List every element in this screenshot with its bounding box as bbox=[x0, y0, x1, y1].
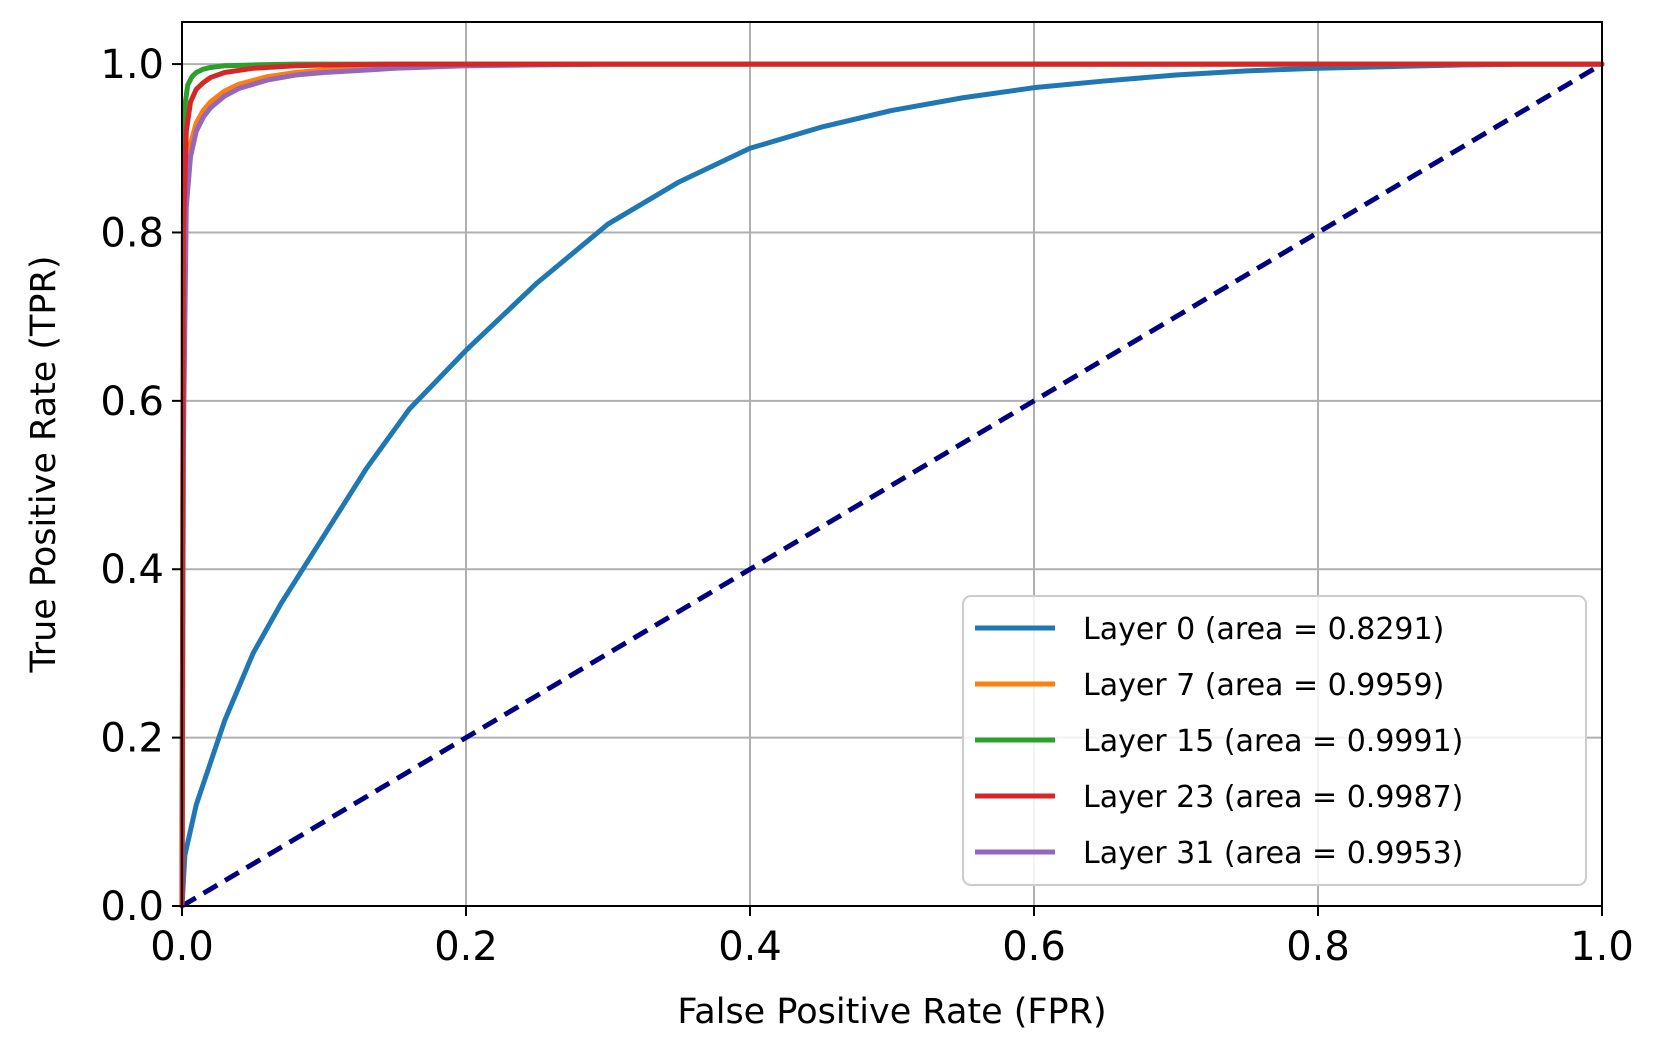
plot-area-frame bbox=[181, 21, 1603, 907]
x-axis-label: False Positive Rate (FPR) bbox=[677, 992, 1106, 1032]
legend-label: Layer 7 (area = 0.9959) bbox=[1083, 668, 1444, 703]
diagonal-reference-line bbox=[180, 61, 1604, 909]
y-tick-label: 0.2 bbox=[100, 716, 164, 762]
y-axis-label: True Positive Rate (TPR) bbox=[24, 255, 64, 673]
legend-label: Layer 15 (area = 0.9991) bbox=[1083, 724, 1463, 759]
x-tick-label: 0.0 bbox=[150, 924, 214, 970]
legend: Layer 0 (area = 0.8291) Layer 7 (area = 0… bbox=[962, 595, 1587, 886]
series-line-0 bbox=[179, 61, 1605, 909]
x-tick-label: 0.2 bbox=[434, 924, 498, 970]
legend-label: Layer 0 (area = 0.8291) bbox=[1083, 612, 1444, 647]
y-tick-label: 0.0 bbox=[100, 884, 164, 930]
x-tick-label: 0.4 bbox=[718, 924, 782, 970]
y-tick-label: 0.8 bbox=[100, 210, 164, 256]
legend-box bbox=[962, 595, 1587, 886]
y-tick-label: 0.6 bbox=[100, 379, 164, 425]
y-tick-label: 1.0 bbox=[100, 42, 164, 88]
legend-label: Layer 23 (area = 0.9987) bbox=[1083, 780, 1463, 815]
legend-label: Layer 31 (area = 0.9953) bbox=[1083, 836, 1463, 871]
axis-ticks: 0.0 0.2 0.4 0.6 0.8 1.0 0.0 0.2 0.4 0.6 0.8 1.0 bbox=[100, 42, 1633, 970]
x-tick-label: 0.6 bbox=[1002, 924, 1066, 970]
x-tick-label: 1.0 bbox=[1570, 924, 1634, 970]
y-tick-label: 0.4 bbox=[100, 547, 164, 593]
series-line-3 bbox=[179, 61, 1605, 909]
series-lines bbox=[179, 61, 1605, 909]
x-tick-label: 0.8 bbox=[1286, 924, 1350, 970]
